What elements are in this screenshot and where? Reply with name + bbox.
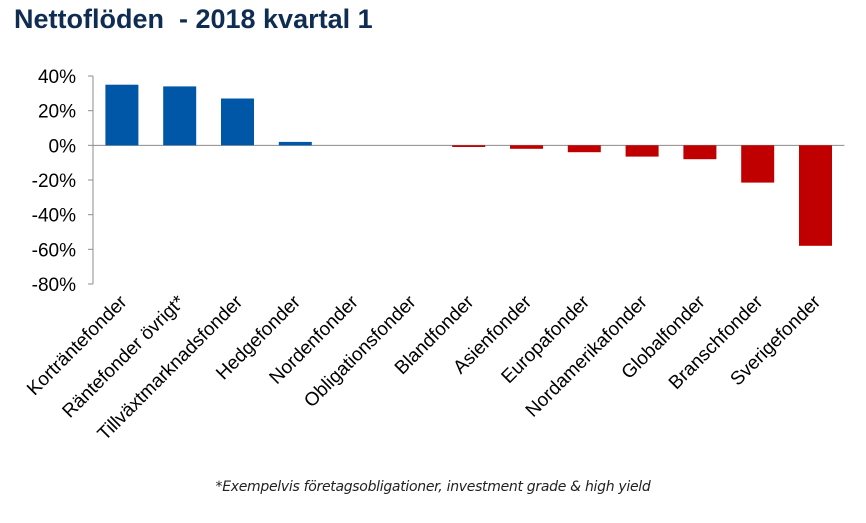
chart-bar (510, 145, 543, 149)
y-tick-label: -80% (32, 275, 76, 296)
chart-bar (683, 145, 717, 160)
y-tick-label: 20% (38, 102, 76, 123)
chart-bar (452, 145, 486, 147)
y-tick-label: -20% (32, 171, 76, 192)
y-tick-label: -60% (32, 240, 76, 261)
footnote: *Exempelvis företagsobligationer, invest… (215, 479, 651, 495)
chart-bar (221, 98, 254, 146)
chart-bar (799, 145, 832, 246)
y-tick-label: 40% (38, 67, 76, 88)
chart-bar (625, 145, 659, 157)
chart-bar (567, 145, 601, 153)
page-title: Nettoflöden - 2018 kvartal 1 (14, 4, 373, 34)
chart-bar (278, 141, 312, 146)
y-tick-label: -40% (32, 206, 76, 227)
chart-bar (105, 84, 139, 146)
chart-bar (163, 86, 197, 146)
x-tick-label: Korträntefonder (23, 291, 132, 400)
y-tick-label: 0% (49, 136, 77, 157)
chart-bar (741, 145, 775, 183)
